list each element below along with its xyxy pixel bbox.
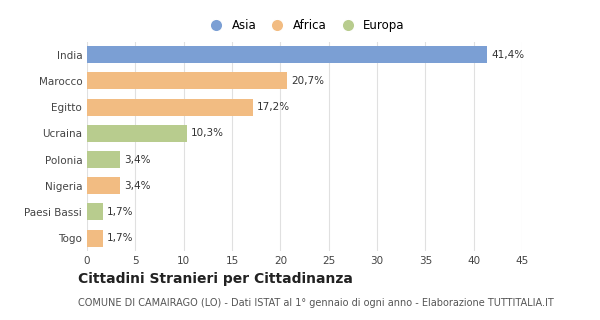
Bar — [87, 72, 287, 89]
Legend: Asia, Africa, Europa: Asia, Africa, Europa — [200, 14, 409, 36]
Text: COMUNE DI CAMAIRAGO (LO) - Dati ISTAT al 1° gennaio di ogni anno - Elaborazione : COMUNE DI CAMAIRAGO (LO) - Dati ISTAT al… — [78, 298, 554, 308]
Text: 3,4%: 3,4% — [124, 181, 150, 191]
Text: 17,2%: 17,2% — [257, 102, 290, 112]
Text: Cittadini Stranieri per Cittadinanza: Cittadini Stranieri per Cittadinanza — [78, 272, 353, 286]
Text: 41,4%: 41,4% — [491, 50, 524, 60]
Bar — [87, 99, 253, 116]
Text: 1,7%: 1,7% — [107, 207, 134, 217]
Bar — [87, 229, 103, 247]
Bar — [87, 125, 187, 142]
Bar — [87, 46, 487, 63]
Bar — [87, 204, 103, 220]
Bar — [87, 177, 120, 194]
Text: 20,7%: 20,7% — [291, 76, 324, 86]
Bar — [87, 151, 120, 168]
Text: 3,4%: 3,4% — [124, 155, 150, 164]
Text: 10,3%: 10,3% — [190, 128, 223, 138]
Text: 1,7%: 1,7% — [107, 233, 134, 243]
